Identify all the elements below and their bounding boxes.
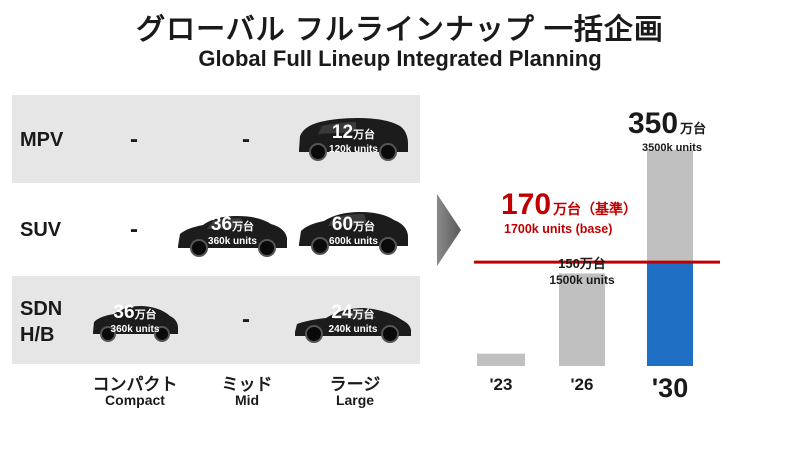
- bar-2030-sublabel: 3500k units: [642, 142, 702, 154]
- sdn-compact-value: 36万台: [113, 302, 157, 323]
- car-mpv-large: 12万台 120k units: [296, 112, 411, 162]
- bar-2030-base: [647, 261, 693, 366]
- empty-cell-sdn-mid: -: [242, 306, 250, 333]
- suv-large-sub: 600k units: [329, 236, 378, 247]
- empty-cell-suv-compact: -: [130, 216, 138, 243]
- x-tick-2030: '30: [652, 373, 688, 403]
- sedan-icon: [295, 308, 411, 343]
- suv-large-value: 60万台: [331, 214, 376, 235]
- bar-2026-sublabel: 1500k units: [549, 273, 615, 287]
- page-subtitle: Global Full Lineup Integrated Planning: [198, 46, 602, 71]
- suv-icon: [299, 212, 408, 255]
- car-suv-mid: 36万台 360k units: [175, 208, 290, 258]
- row-label-sdn-hb: SDN H/B: [20, 298, 63, 346]
- column-label-mid-en: Mid: [234, 392, 260, 408]
- empty-cell-mpv-compact: -: [130, 126, 138, 153]
- suv-mid-sub: 360k units: [208, 236, 257, 247]
- mpv-large-value: 12万台: [331, 122, 376, 143]
- mpv-large-sub: 120k units: [329, 144, 378, 155]
- bar-2030-label: 350 万台: [628, 107, 706, 140]
- bar-2026-label: 150万台: [558, 256, 606, 271]
- base-value-sub: 1700k units (base): [504, 222, 612, 236]
- row-label-suv: SUV: [20, 219, 62, 241]
- car-suv-large: 60万台 600k units: [296, 206, 411, 256]
- sdn-large-sub: 240k units: [328, 324, 378, 335]
- column-label-large-en: Large: [335, 392, 375, 408]
- bar-2023: [477, 353, 525, 366]
- suv-mid-value: 36万台: [210, 214, 255, 235]
- suv-icon: [178, 216, 287, 257]
- sdn-compact-sub: 360k units: [110, 324, 160, 335]
- bar-2026: [559, 273, 605, 366]
- column-label-large-jp: ラージ: [329, 375, 381, 394]
- page-title: グローバル フルラインナップ 一括企画: [136, 14, 664, 46]
- car-sdn-compact: 36万台 360k units: [90, 298, 180, 342]
- base-value: 170 万台（基準）: [501, 188, 637, 221]
- column-label-mid-jp: ミッド: [221, 375, 273, 394]
- hatchback-icon: [93, 306, 178, 342]
- minivan-icon: [299, 118, 408, 161]
- column-label-compact-jp: コンパクト: [92, 375, 178, 394]
- x-tick-2026: '26: [571, 375, 594, 394]
- column-label-compact-en: Compact: [105, 392, 165, 408]
- x-tick-2023: '23: [490, 375, 513, 394]
- car-sdn-large: 24万台 240k units: [292, 300, 414, 344]
- chevron-right-icon: [437, 194, 461, 266]
- empty-cell-mpv-mid: -: [242, 126, 250, 153]
- bar-2030-upper: [647, 150, 693, 262]
- sdn-large-value: 24万台: [331, 302, 375, 323]
- row-label-mpv: MPV: [20, 129, 64, 151]
